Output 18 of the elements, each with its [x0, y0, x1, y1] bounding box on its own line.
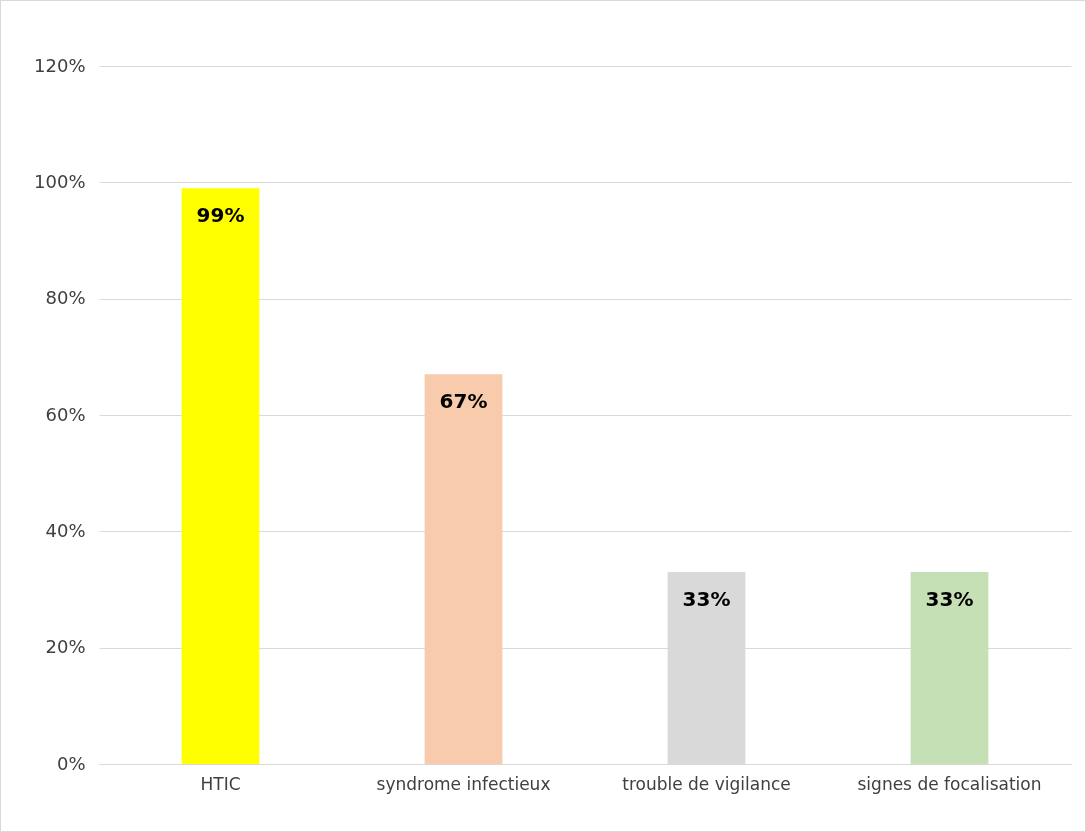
data-label: 33% [682, 587, 731, 612]
bar [424, 374, 503, 764]
data-label: 99% [196, 203, 245, 228]
bar [910, 572, 989, 764]
data-label: 67% [439, 389, 488, 414]
y-tick-label: 60% [45, 403, 86, 425]
data-label: 33% [925, 587, 974, 612]
y-tick-label: 120% [34, 54, 86, 76]
y-tick-label: 0% [56, 752, 86, 774]
y-tick-label: 40% [45, 519, 86, 541]
x-tick-label: trouble de vigilance [622, 773, 791, 794]
x-tick-label: syndrome infectieux [376, 773, 551, 794]
y-tick-label: 80% [45, 287, 86, 309]
y-tick-label: 20% [45, 636, 86, 658]
x-tick-label: signes de focalisation [857, 773, 1042, 794]
x-tick-label: HTIC [200, 773, 241, 794]
y-tick-label: 100% [34, 170, 86, 192]
bar [181, 188, 260, 764]
